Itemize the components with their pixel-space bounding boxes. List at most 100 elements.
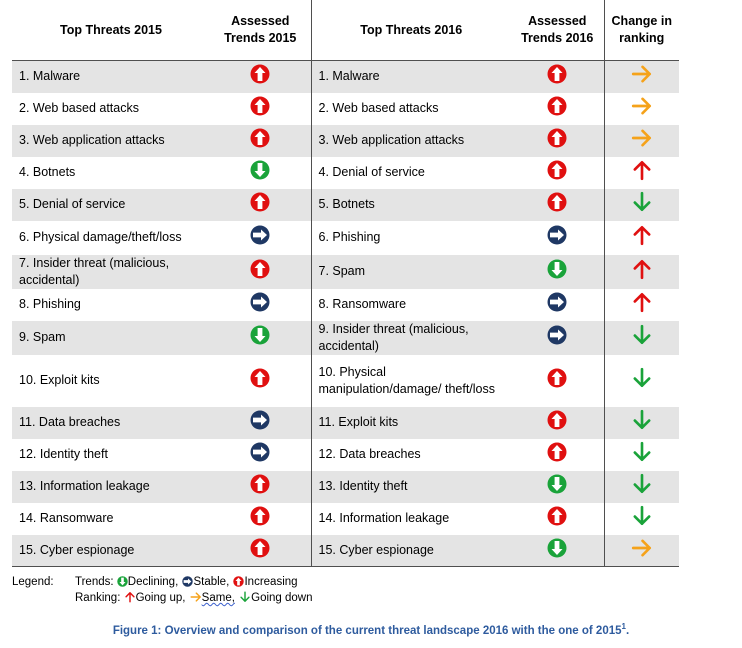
- table-row: 6. Physical damage/theft/loss 6. Phishing: [12, 220, 679, 255]
- increasing-icon: [547, 96, 567, 116]
- table-row: 10. Exploit kits 10. Physical manipulatio…: [12, 354, 679, 407]
- arrow-up-icon: [124, 592, 136, 604]
- increasing-icon: [250, 64, 270, 84]
- threat-2016: 15. Cyber espionage: [310, 534, 511, 567]
- table-header-row: Top Threats 2015 Assessed Trends 2015 To…: [12, 0, 679, 61]
- threat-2016: 8. Ransomware: [310, 288, 511, 321]
- icon-cell: [511, 221, 604, 255]
- icon-cell: [603, 156, 679, 189]
- table-row: 5. Denial of service 5. Botnets: [12, 188, 679, 221]
- increasing-icon: [233, 576, 245, 588]
- icon-cell: [511, 503, 604, 535]
- increasing-icon: [250, 96, 270, 116]
- stable-icon: [182, 576, 194, 588]
- icon-cell: [603, 92, 679, 125]
- threat-2016: 3. Web application attacks: [310, 124, 511, 157]
- arrow-up-icon: [631, 159, 653, 181]
- threat-2015: 1. Malware: [12, 60, 210, 93]
- threat-2015: 11. Data breaches: [12, 406, 210, 439]
- increasing-icon: [547, 64, 567, 84]
- legend-going-up: Going up,: [135, 592, 186, 604]
- stable-icon: [250, 225, 270, 245]
- arrow-up-icon: [631, 258, 653, 280]
- threat-2015: 4. Botnets: [19, 165, 76, 179]
- arrow-down-icon: [631, 409, 653, 431]
- icon-cell: [603, 354, 679, 407]
- stable-icon: [250, 292, 270, 312]
- icon-cell: [603, 502, 679, 535]
- increasing-icon: [547, 368, 567, 388]
- icon-cell: [603, 534, 679, 567]
- caption-footnote: 1: [621, 622, 626, 631]
- icon-cell: [603, 406, 679, 439]
- arrow-down-icon: [631, 441, 653, 463]
- icon-cell: [210, 534, 311, 567]
- declining-icon: [250, 160, 270, 180]
- increasing-icon: [547, 192, 567, 212]
- icon-cell: [210, 254, 311, 289]
- icon-cell: [511, 289, 604, 321]
- icon-cell: [603, 470, 679, 503]
- threat-2015: 14. Ransomware: [19, 511, 114, 525]
- increasing-icon: [547, 160, 567, 180]
- threat-2016: 9. Insider threat (malicious, accidental…: [310, 320, 511, 355]
- arrow-down-icon: [631, 324, 653, 346]
- icon-cell: [603, 60, 679, 93]
- icon-cell: [511, 355, 604, 407]
- threat-2016: 2. Web based attacks: [310, 92, 511, 125]
- table-row: 3. Web application attacks 3. Web applica…: [12, 124, 679, 157]
- arrow-down-icon: [631, 473, 653, 495]
- icon-cell: [210, 503, 311, 535]
- increasing-icon: [250, 538, 270, 558]
- threat-2016: 4. Denial of service: [310, 156, 511, 189]
- icon-cell: [210, 221, 311, 255]
- table-row: 7. Insider threat (malicious, accidental…: [12, 254, 679, 289]
- icon-cell: [603, 188, 679, 221]
- caption-end: .: [625, 624, 630, 637]
- arrow-right-icon: [631, 127, 653, 149]
- threat-2015: 5. Denial of service: [12, 188, 210, 221]
- table-row: 13. Information leakage 13. Identity thef…: [12, 470, 679, 503]
- threat-table: Top Threats 2015 Assessed Trends 2015 To…: [12, 0, 679, 567]
- icon-cell: [511, 188, 604, 221]
- increasing-icon: [250, 368, 270, 388]
- threat-2016: 1. Malware: [310, 60, 511, 93]
- arrow-down-icon: [239, 591, 251, 604]
- icon-cell: [210, 60, 311, 93]
- threat-2015: 9. Spam: [12, 320, 210, 355]
- arrow-down-icon: [631, 191, 653, 213]
- threat-2016: 10. Physical manipulation/damage/ theft/…: [310, 354, 511, 407]
- declining-icon: [547, 259, 567, 279]
- header-change-in-ranking: Change in ranking: [603, 0, 679, 61]
- declining-icon: [250, 325, 270, 345]
- arrow-down-icon: [631, 367, 653, 389]
- icon-cell: [511, 157, 604, 189]
- icon-cell: [603, 220, 679, 255]
- arrow-right-icon: [190, 592, 202, 604]
- declining-icon: [117, 576, 128, 588]
- table-row: 8. Phishing 8. Ransomware: [12, 288, 679, 321]
- arrow-up-icon: [631, 224, 653, 246]
- declining-icon: [547, 474, 567, 494]
- threat-2016: 13. Identity theft: [310, 470, 511, 503]
- threat-2015: 13. Information leakage: [12, 470, 210, 503]
- legend-ranking-label: Ranking:: [75, 592, 121, 604]
- legend-increasing: Increasing: [244, 576, 298, 588]
- icon-cell: [511, 254, 604, 289]
- icon-cell: [603, 254, 679, 289]
- legend-trends-label: Trends:: [75, 576, 114, 588]
- icon-cell: [603, 438, 679, 471]
- icon-cell: [511, 60, 604, 93]
- icon-cell: [210, 470, 311, 503]
- threat-2015: 10. Exploit kits: [19, 373, 100, 387]
- threat-2015: 8. Phishing: [19, 297, 81, 311]
- increasing-icon: [547, 128, 567, 148]
- header-trends-2015: Assessed Trends 2015: [224, 14, 297, 45]
- threat-2016: 6. Phishing: [310, 220, 511, 255]
- icon-cell: [603, 320, 679, 355]
- arrow-down-icon: [631, 505, 653, 527]
- icon-cell: [210, 188, 311, 221]
- stable-icon: [547, 292, 567, 312]
- table-row: 14. Ransomware 14. Information leakage: [12, 502, 679, 535]
